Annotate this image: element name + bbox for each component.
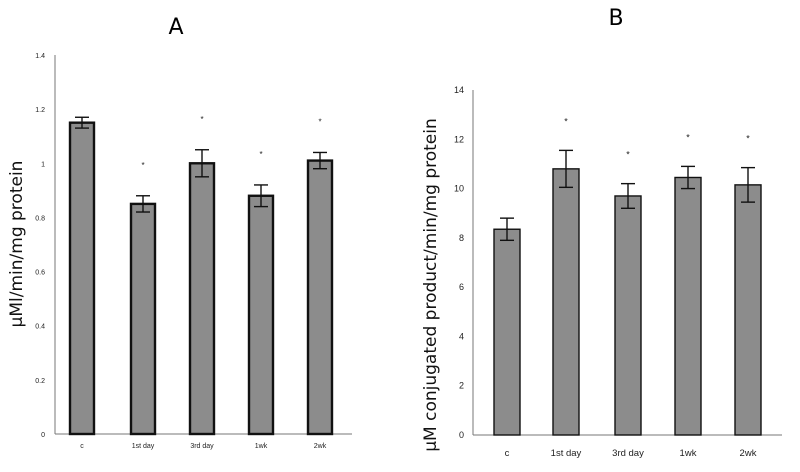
panel-a-xtick-label: 3rd day [190, 443, 214, 450]
panel-a-ytick-label: 0.6 [35, 270, 45, 277]
panel-a-ytick-label: 1.2 [35, 107, 45, 114]
panel-b-ytick-label: 4 [459, 331, 464, 341]
panel-b-bar [734, 184, 762, 436]
panel-a-bar [247, 194, 275, 436]
panel-a-ytick-label: 0 [41, 432, 45, 439]
panel-a-bar [306, 159, 334, 436]
panel-a-xtick-label: 2wk [314, 443, 327, 450]
panel-a-chart: A μMl/min/mg protein 0 0.2 0.4 0.6 0.8 1 1.2 1.… [7, 15, 352, 450]
panel-b-ytick-label: 0 [459, 430, 464, 440]
panel-b-xtick-label: 2wk [740, 448, 757, 459]
panel-b-xtick-label: c [505, 448, 510, 459]
panel-b-bar [493, 228, 521, 436]
panel-b-ytick-label: 6 [459, 282, 464, 292]
panel-b-significance-mark: * [746, 134, 750, 144]
panel-a-xtick-label: 1wk [255, 443, 268, 450]
panel-a-ytick-label: 1 [41, 161, 45, 168]
panel-b-ytick-label: 8 [459, 233, 464, 243]
panel-b-ytick-label: 2 [459, 381, 464, 391]
panel-a-xtick-label: 1st day [132, 443, 155, 450]
panel-b-xtick-label: 3rd day [612, 448, 644, 459]
panel-a-significance-mark: * [141, 161, 144, 170]
panel-b-significance-mark: * [564, 116, 568, 126]
panel-a-xtick-label: c [80, 443, 84, 450]
panel-a-ylabel: μMl/min/mg protein [7, 161, 27, 328]
panel-a-ytick-label: 0.2 [35, 378, 45, 385]
panel-b-letter: B [608, 6, 623, 31]
panel-b-ytick-label: 10 [454, 184, 464, 194]
panel-b-bar [614, 195, 642, 436]
panel-b-ytick-label: 12 [454, 134, 464, 144]
panel-b-bar [552, 168, 580, 436]
panel-b-chart: B μM conjugated product/min/mg protein 0… [421, 6, 782, 459]
panel-a-ytick-label: 0.4 [35, 324, 45, 331]
panel-b-xtick-label: 1wk [680, 448, 697, 459]
panel-b-ytick-label: 14 [454, 85, 464, 95]
panel-b-significance-mark: * [626, 150, 630, 160]
panel-b-xtick-label: 1st day [551, 448, 582, 459]
panel-a-ytick-label: 1.4 [35, 53, 45, 60]
panel-b-bar [674, 176, 702, 436]
panel-a-letter: A [168, 15, 183, 40]
panel-a-bar [188, 162, 216, 436]
panel-b-significance-mark: * [686, 132, 690, 142]
panel-a-ytick-label: 0.8 [35, 215, 45, 222]
panel-a-bar [129, 202, 157, 436]
panel-a-significance-mark: * [318, 117, 321, 126]
panel-b-ylabel: μM conjugated product/min/mg protein [421, 118, 441, 452]
panel-a-significance-mark: * [200, 115, 203, 124]
panel-a-significance-mark: * [259, 150, 262, 159]
panel-a-bar [68, 121, 96, 436]
